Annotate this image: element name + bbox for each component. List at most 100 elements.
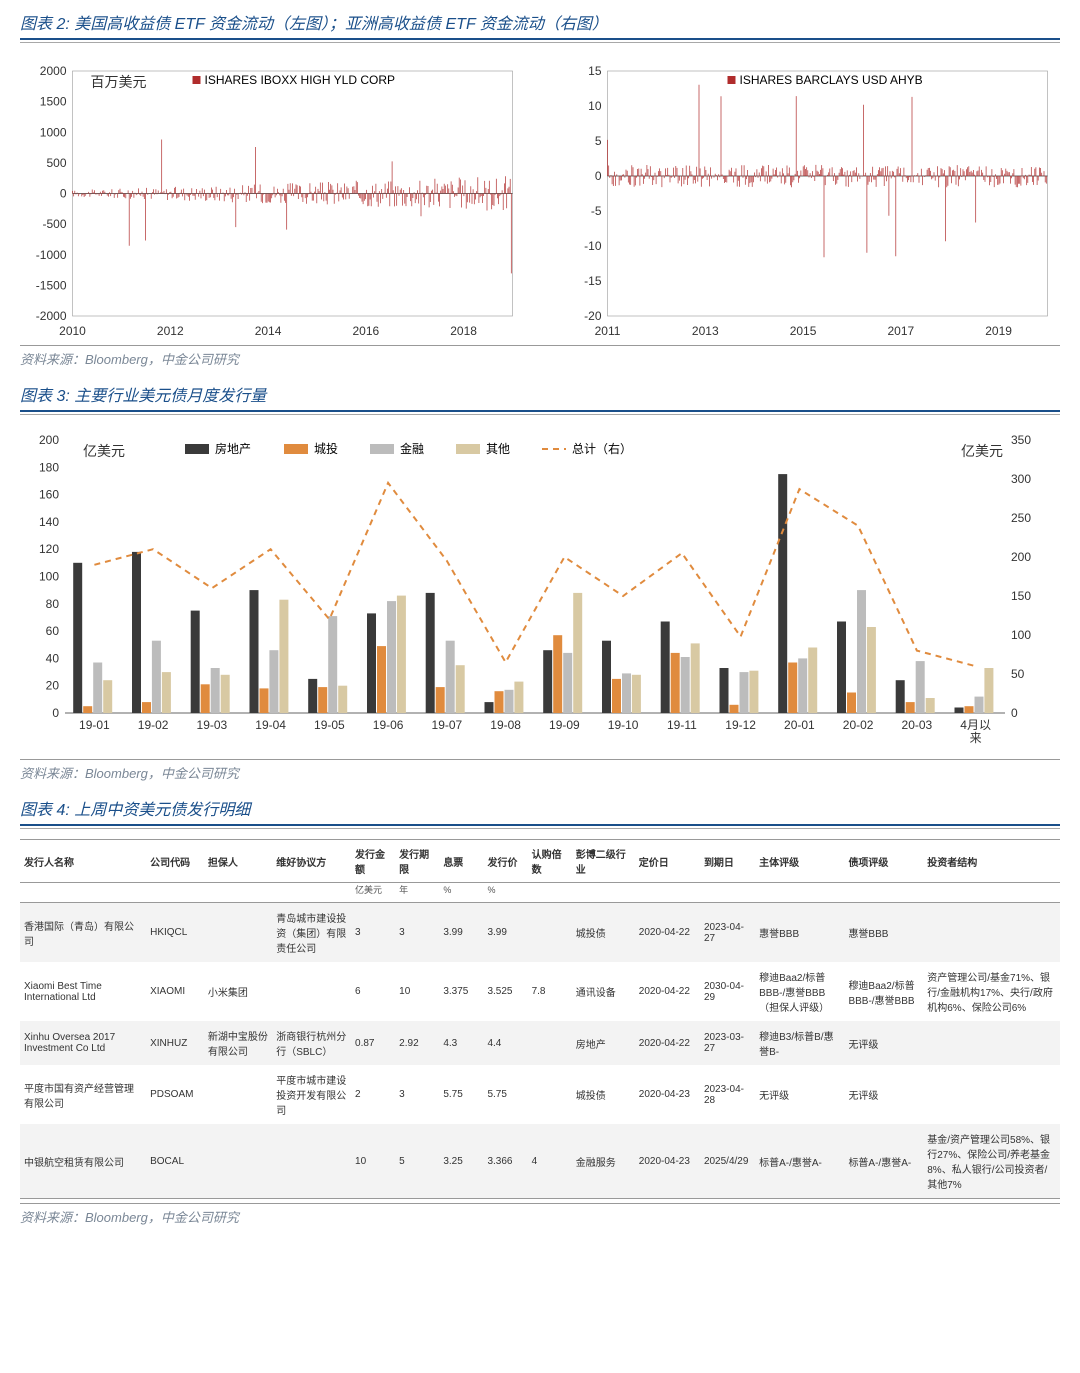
chart2-source: 资料来源：Bloomberg，中金公司研究 <box>20 345 1060 368</box>
chart2-right: -20-15-10-505101520112013201520172019ISH… <box>555 51 1060 341</box>
table-cell: BOCAL <box>146 1124 204 1199</box>
table-cell: 7.8 <box>528 962 572 1021</box>
table-cell: 标普A-/惠誉A- <box>755 1124 844 1199</box>
table-cell: 2023-03-27 <box>700 1021 755 1065</box>
svg-text:2000: 2000 <box>40 64 67 78</box>
table-row: 平度市国有资产经营管理有限公司PDSOAM平度市城市建设投资开发有限公司235.… <box>20 1065 1060 1124</box>
svg-text:总计（右）: 总计（右） <box>572 441 632 456</box>
table-column-unit: % <box>483 883 527 903</box>
table-column-header: 担保人 <box>204 840 272 883</box>
table-column-header: 发行期限 <box>395 840 439 883</box>
svg-text:20-03: 20-03 <box>902 718 933 732</box>
table-cell: 穆迪Baa2/标普BBB-/惠誉BBB <box>844 962 923 1021</box>
svg-text:19-07: 19-07 <box>432 718 463 732</box>
svg-text:19-03: 19-03 <box>197 718 228 732</box>
svg-text:4月以: 4月以 <box>960 718 991 732</box>
svg-text:-10: -10 <box>584 239 602 253</box>
svg-text:2010: 2010 <box>59 324 86 338</box>
svg-text:200: 200 <box>39 433 59 447</box>
svg-text:2019: 2019 <box>985 324 1012 338</box>
svg-text:19-10: 19-10 <box>608 718 639 732</box>
table-column-header: 主体评级 <box>755 840 844 883</box>
svg-text:15: 15 <box>588 64 602 78</box>
table-header-row: 发行人名称公司代码担保人维好协议方发行金额发行期限息票发行价认购倍数彭博二级行业… <box>20 840 1060 883</box>
table-cell: 中银航空租赁有限公司 <box>20 1124 146 1199</box>
table-cell: 2020-04-22 <box>635 1021 700 1065</box>
table-cell <box>272 1124 351 1199</box>
table-cell: 3.375 <box>439 962 483 1021</box>
table-cell: 无评级 <box>844 1065 923 1124</box>
svg-text:250: 250 <box>1011 511 1031 525</box>
table-cell: 3.99 <box>483 903 527 963</box>
table-cell: 3.25 <box>439 1124 483 1199</box>
table-cell: 资产管理公司/基金71%、银行/金融机构17%、央行/政府机构6%、保险公司6% <box>923 962 1060 1021</box>
table-column-unit <box>700 883 755 903</box>
svg-text:180: 180 <box>39 460 59 474</box>
chart3-chart: 0204060801001201401601802000501001502002… <box>20 425 1060 755</box>
svg-text:20-01: 20-01 <box>784 718 815 732</box>
table-cell: 2025/4/29 <box>700 1124 755 1199</box>
table-cell: 4 <box>528 1124 572 1199</box>
svg-text:-1000: -1000 <box>36 248 67 262</box>
svg-text:2014: 2014 <box>255 324 282 338</box>
table-cell: 惠誉BBB <box>755 903 844 963</box>
svg-text:10: 10 <box>588 99 602 113</box>
table-column-header: 债项评级 <box>844 840 923 883</box>
svg-text:2017: 2017 <box>887 324 914 338</box>
svg-text:1500: 1500 <box>40 95 67 109</box>
table-cell: 2023-04-27 <box>700 903 755 963</box>
table-cell <box>204 903 272 963</box>
table-units-row: 亿美元年%% <box>20 883 1060 903</box>
table-cell: 3.366 <box>483 1124 527 1199</box>
table-cell: 5.75 <box>483 1065 527 1124</box>
table-cell: 浙商银行杭州分行（SBLC） <box>272 1021 351 1065</box>
table-cell: 4.3 <box>439 1021 483 1065</box>
svg-text:19-04: 19-04 <box>255 718 286 732</box>
table-cell: 2020-04-23 <box>635 1065 700 1124</box>
divider <box>20 828 1060 829</box>
table-cell: 穆迪Baa2/标普BBB-/惠誉BBB（担保人评级） <box>755 962 844 1021</box>
svg-text:0: 0 <box>1011 706 1018 720</box>
table-cell: 新湖中宝股份有限公司 <box>204 1021 272 1065</box>
svg-text:140: 140 <box>39 515 59 529</box>
table-cell: 房地产 <box>572 1021 635 1065</box>
table-column-header: 投资者结构 <box>923 840 1060 883</box>
table-cell: HKIQCL <box>146 903 204 963</box>
svg-text:-1500: -1500 <box>36 278 67 292</box>
table-cell: 2030-04-29 <box>700 962 755 1021</box>
table-cell: 城投债 <box>572 1065 635 1124</box>
table-column-unit: 年 <box>395 883 439 903</box>
table-cell: 2 <box>351 1065 395 1124</box>
svg-text:0: 0 <box>52 706 59 720</box>
table-column-unit <box>204 883 272 903</box>
chart2-left: -2000-1500-1000-500050010001500200020102… <box>20 51 525 341</box>
svg-text:亿美元: 亿美元 <box>83 443 125 459</box>
table-cell: 2.92 <box>395 1021 439 1065</box>
chart3-source: 资料来源：Bloomberg，中金公司研究 <box>20 759 1060 782</box>
table-column-header: 维好协议方 <box>272 840 351 883</box>
svg-text:19-05: 19-05 <box>314 718 345 732</box>
table-column-header: 彭博二级行业 <box>572 840 635 883</box>
svg-text:ISHARES IBOXX HIGH YLD CORP: ISHARES IBOXX HIGH YLD CORP <box>205 73 396 87</box>
svg-text:19-01: 19-01 <box>79 718 110 732</box>
table-cell: 0.87 <box>351 1021 395 1065</box>
table-cell: Xinhu Oversea 2017 Investment Co Ltd <box>20 1021 146 1065</box>
table-cell: 10 <box>351 1124 395 1199</box>
svg-text:2012: 2012 <box>157 324 184 338</box>
table-column-header: 息票 <box>439 840 483 883</box>
table-cell: 无评级 <box>844 1021 923 1065</box>
table-cell: 金融服务 <box>572 1124 635 1199</box>
svg-text:120: 120 <box>39 542 59 556</box>
table-cell: XINHUZ <box>146 1021 204 1065</box>
table-column-header: 发行价 <box>483 840 527 883</box>
table-cell: 通讯设备 <box>572 962 635 1021</box>
table-cell: 城投债 <box>572 903 635 963</box>
table-cell: 3.525 <box>483 962 527 1021</box>
svg-text:5: 5 <box>595 134 602 148</box>
svg-text:20: 20 <box>46 679 60 693</box>
svg-text:50: 50 <box>1011 667 1025 681</box>
svg-text:60: 60 <box>46 624 60 638</box>
table-cell: 基金/资产管理公司58%、银行27%、保险公司/养老基金8%、私人银行/公司投资… <box>923 1124 1060 1199</box>
svg-text:0: 0 <box>595 169 602 183</box>
svg-text:1000: 1000 <box>40 125 67 139</box>
